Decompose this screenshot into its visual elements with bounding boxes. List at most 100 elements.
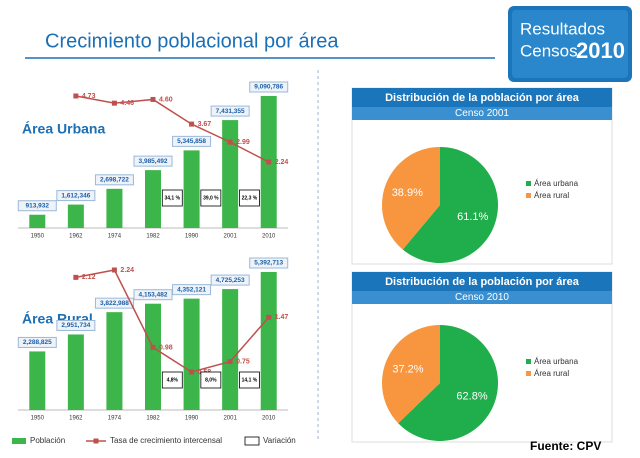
slice-label: 62.8% (456, 391, 487, 403)
bar (183, 150, 200, 228)
legend-swatch (526, 181, 531, 186)
legend-label: Área urbana (534, 357, 579, 366)
line-marker (73, 93, 79, 99)
chart-title: Área Urbana (22, 121, 105, 137)
variation-label: 34,1 % (164, 195, 180, 201)
pie-subtitle: Censo 2001 (352, 107, 612, 120)
bar-label: 3,985,492 (139, 158, 168, 165)
pie-header: Distribución de la población por área Ce… (352, 272, 612, 304)
bar-label: 4,153,482 (139, 291, 168, 298)
bar (260, 272, 277, 410)
slice-label: 38.9% (392, 187, 423, 199)
variation-box (200, 371, 222, 389)
bar-label-box (56, 319, 96, 331)
bar-label-box (133, 155, 173, 167)
slice-label: 37.2% (392, 363, 423, 375)
line-label: 2.24 (275, 159, 289, 166)
bar (67, 204, 84, 228)
bar-label: 4,725,253 (216, 277, 245, 284)
line-marker (73, 274, 79, 280)
logo-inner (512, 10, 628, 78)
x-tick-label: 2001 (223, 416, 237, 422)
line-label: 2.24 (120, 267, 134, 274)
line-marker (189, 369, 195, 375)
legend-swatch (12, 438, 26, 444)
line-label: 3.67 (198, 121, 212, 128)
bar-label: 913,932 (26, 202, 50, 209)
line-marker (111, 267, 117, 273)
bar-label: 2,698,722 (100, 177, 129, 184)
legend-label: Área rural (534, 369, 569, 378)
bar-label-box (133, 289, 173, 301)
x-tick-label: 1962 (69, 234, 83, 240)
line-marker (150, 344, 156, 350)
legend-label: Tasa de crecimiento intercensal (110, 436, 222, 445)
bar-label: 2,951,734 (61, 322, 90, 329)
line-label: 4.60 (159, 96, 173, 103)
variation-box (161, 371, 183, 389)
x-tick-label: 1974 (108, 416, 122, 422)
x-tick-label: 2010 (262, 416, 276, 422)
x-tick-label: 1990 (185, 234, 199, 240)
logo-line1: Resultados (520, 19, 605, 38)
legend-swatch (526, 371, 531, 376)
legend-swatch (244, 436, 260, 446)
variation-box (239, 371, 260, 389)
line-label: 0.98 (159, 344, 173, 351)
line-marker (266, 159, 272, 165)
bar (67, 334, 84, 410)
bar-label: 7,431,355 (216, 108, 245, 115)
x-tick-label: 2010 (262, 234, 276, 240)
line-marker (227, 359, 233, 365)
line-label: 1.47 (275, 314, 289, 321)
bar (106, 312, 123, 410)
bar (222, 289, 239, 410)
x-tick-label: 2001 (223, 234, 237, 240)
pie-slice (382, 147, 440, 250)
line-label: 4.73 (82, 93, 96, 100)
bar-label: 3,822,988 (100, 300, 129, 307)
bar (145, 170, 161, 228)
x-tick-label: 1962 (69, 416, 83, 422)
line-label: 0.75 (236, 358, 250, 365)
bar-label-box (172, 135, 212, 147)
variation-label: 22,3 % (242, 195, 258, 201)
bar-label: 9,090,786 (254, 84, 283, 91)
pie-slice (402, 147, 499, 263)
bar (106, 188, 123, 228)
legend-swatch (526, 193, 531, 198)
bar-label-box (249, 257, 289, 269)
pie-subtitle: Censo 2010 (352, 291, 612, 304)
logo-year: 2010 (576, 38, 625, 63)
line-label: 4.46 (120, 100, 134, 107)
bar-label-box (94, 174, 134, 186)
x-tick-label: 1982 (146, 234, 160, 240)
bar-label-box (94, 297, 134, 309)
line-label: 2.99 (236, 139, 250, 146)
x-tick-label: 1990 (185, 416, 199, 422)
variation-box (161, 189, 183, 207)
legend-label: Variación (263, 436, 296, 445)
pie-title: Distribución de la población por área (385, 92, 579, 104)
pie-slice (398, 325, 498, 441)
line (75, 269, 270, 373)
bar-label: 2,288,825 (23, 339, 52, 346)
bar-label-box (249, 81, 289, 93)
legend-label: Área rural (534, 191, 569, 200)
bar-label: 1,612,346 (61, 192, 90, 199)
x-tick-label: 1950 (31, 416, 45, 422)
bar-label: 5,392,713 (254, 260, 283, 267)
bar (145, 303, 161, 410)
variation-label: 39,0 % (203, 195, 219, 201)
page-title: Crecimiento poblacional por área (45, 30, 339, 52)
bar-label-box (172, 284, 212, 296)
legend-label: Población (30, 436, 65, 445)
variation-box (200, 189, 222, 207)
slice-label: 61.1% (457, 211, 488, 223)
bar-label-box (210, 274, 250, 286)
line-label: 2.12 (82, 274, 96, 281)
bar (29, 214, 46, 228)
line-marker (266, 314, 272, 320)
